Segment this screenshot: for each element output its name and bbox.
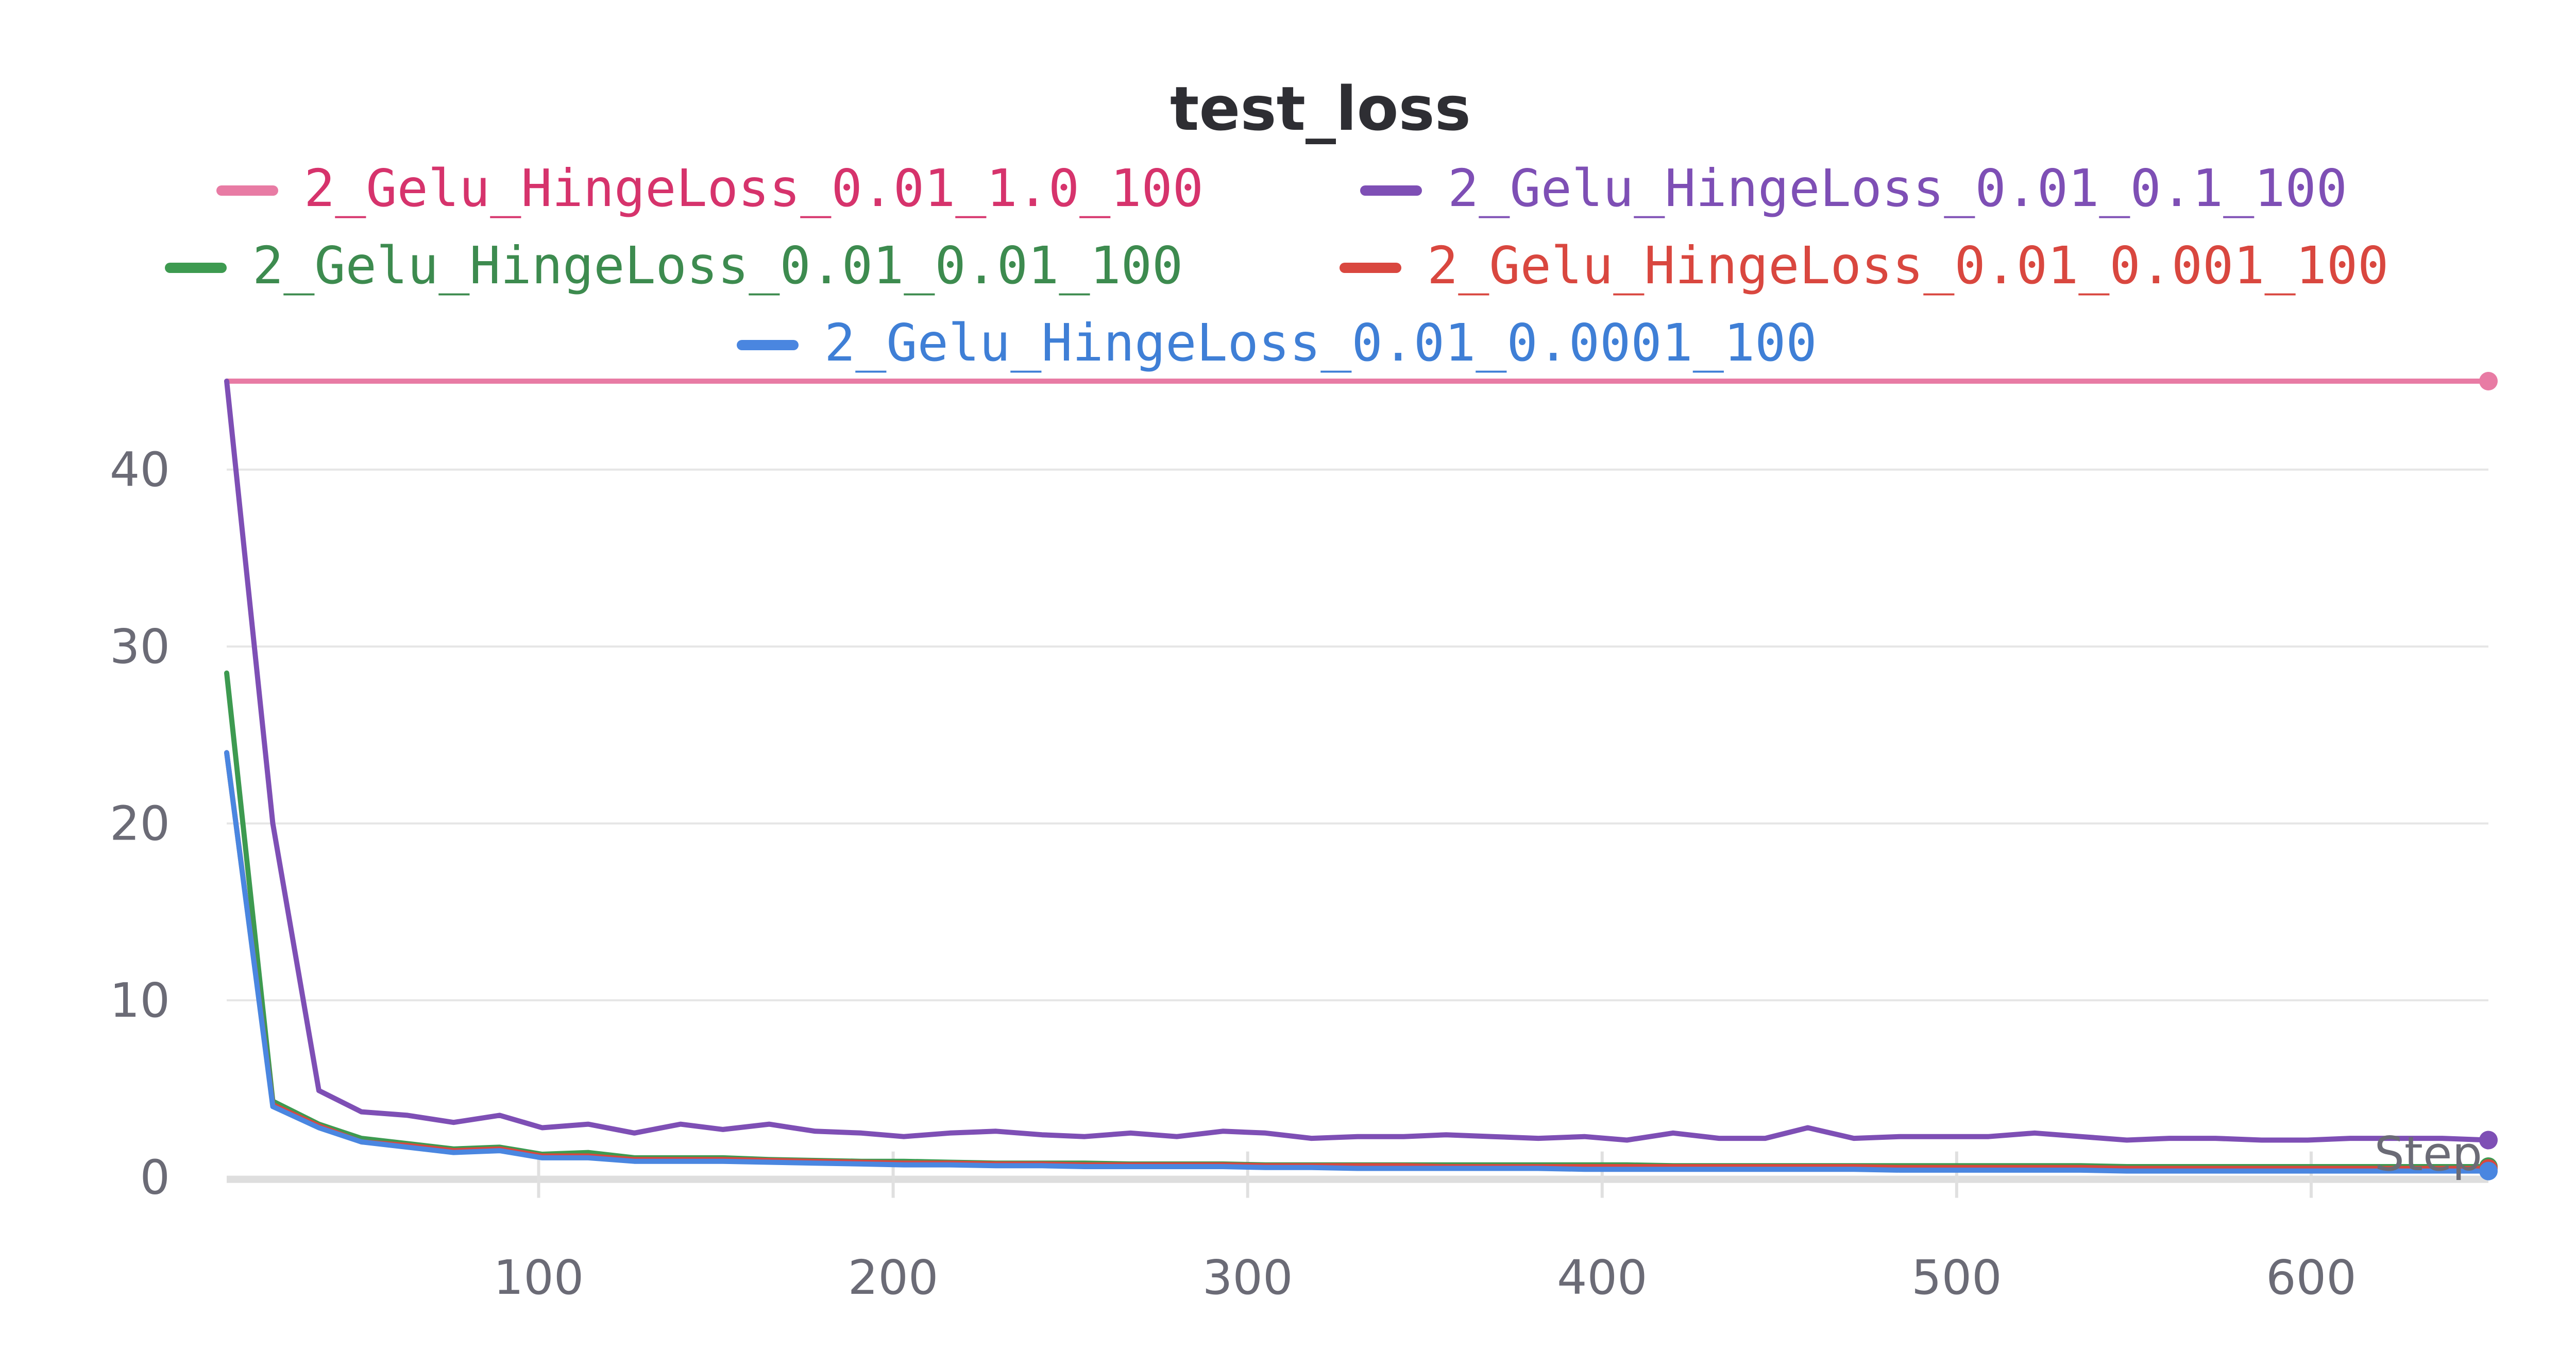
x-tick-label: 600 — [2266, 1250, 2357, 1305]
series-endpoint — [2479, 1131, 2498, 1150]
legend-label: 2_Gelu_HingeLoss_0.01_0.01_100 — [252, 235, 1183, 296]
series-endpoint — [2479, 1161, 2498, 1181]
series-line — [224, 750, 2491, 1171]
y-tick-label: 30 — [110, 619, 170, 674]
x-tick-label: 200 — [848, 1250, 939, 1305]
series-line — [224, 750, 2491, 1174]
legend-label: 2_Gelu_HingeLoss_0.01_1.0_100 — [304, 158, 1204, 218]
legend-label: 2_Gelu_HingeLoss_0.01_0.0001_100 — [824, 313, 1817, 373]
chart-title: test_loss — [1170, 73, 1471, 144]
axes: 0 10 20 30 40 100 200 300 400 500 600 — [110, 442, 2488, 1305]
series-line — [224, 670, 2491, 1169]
x-tick-label: 500 — [1911, 1250, 2002, 1305]
legend-label: 2_Gelu_HingeLoss_0.01_0.1_100 — [1448, 158, 2347, 218]
legend-label: 2_Gelu_HingeLoss_0.01_0.001_100 — [1427, 235, 2388, 296]
series-endpoints — [2479, 372, 2498, 1181]
x-axis-title: Step — [2375, 1126, 2482, 1182]
series-lines — [224, 379, 2491, 1174]
x-tick-label: 400 — [1557, 1250, 1648, 1305]
x-tick-label: 100 — [494, 1250, 584, 1305]
series-endpoint — [2479, 372, 2498, 390]
y-tick-label: 10 — [110, 973, 170, 1028]
y-tick-label: 20 — [110, 796, 170, 851]
series-line — [224, 379, 2491, 1143]
legend: 2_Gelu_HingeLoss_0.01_1.0_100 2_Gelu_Hing… — [165, 158, 2388, 373]
grid — [227, 468, 2488, 1002]
y-tick-label: 0 — [140, 1150, 170, 1205]
x-tick-label: 300 — [1202, 1250, 1293, 1305]
y-tick-label: 40 — [110, 442, 170, 498]
